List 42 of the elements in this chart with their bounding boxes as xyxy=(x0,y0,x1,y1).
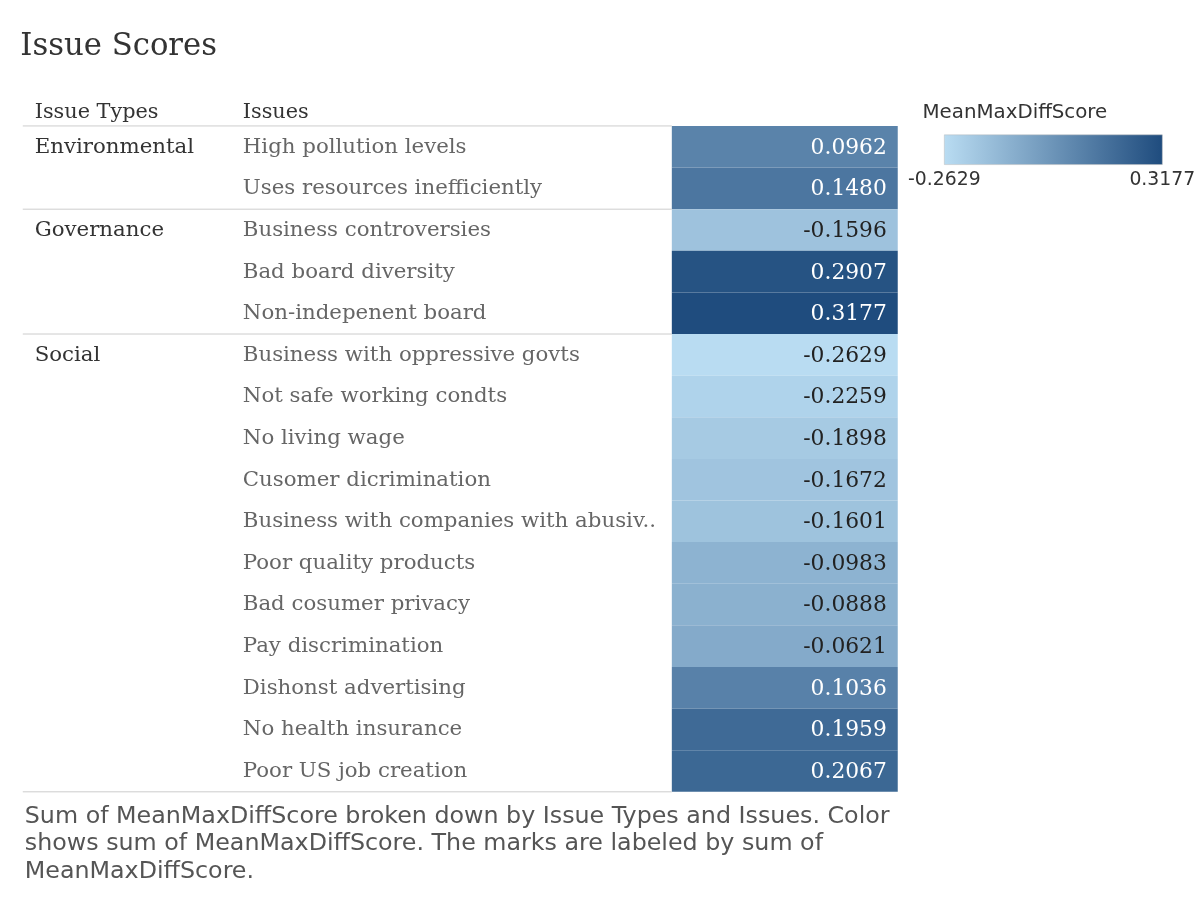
y-tick-label: Uses resources inefficiently xyxy=(242,174,543,200)
y-tick-label: Bad cosumer privacy xyxy=(242,590,470,616)
data-label: -0.1601 xyxy=(803,508,887,534)
y-tick-label: No living wage xyxy=(242,424,405,450)
data-label: -0.2629 xyxy=(803,341,887,367)
data-label: -0.0621 xyxy=(803,633,887,659)
data-label: 0.2067 xyxy=(810,757,887,783)
y-tick-label: Bad board diversity xyxy=(242,257,455,283)
y-tick-label: Business with oppressive govts xyxy=(242,340,580,366)
data-label: 0.1036 xyxy=(810,674,887,700)
color-bar-label: 0.3177 xyxy=(1129,168,1196,190)
y2-tick-label: Environmental xyxy=(34,132,195,158)
y-tick-label: Cusomer dicrimination xyxy=(242,465,492,491)
data-label: 0.3177 xyxy=(810,300,887,326)
data-label: 0.1959 xyxy=(810,716,887,742)
text: Sum of MeanMaxDiffScore broken down by Issue Types and Issues. Color shows sum of MeanMaxDiffScore. The marks are labeled by sum of MeanMaxDiffScore. xyxy=(24,800,890,885)
y-tick-label: Poor US job creation xyxy=(242,756,468,782)
y-tick-label: No health insurance xyxy=(242,715,463,741)
data-label: 0.0962 xyxy=(810,133,887,159)
y-tick-label: Pay discrimination xyxy=(242,632,444,658)
data-label: 0.1480 xyxy=(810,175,887,201)
data-label: -0.1596 xyxy=(803,216,887,242)
data-label: -0.2259 xyxy=(803,383,887,409)
y2-tick-label: Governance xyxy=(34,215,164,241)
y-tick-label: Dishonst advertising xyxy=(242,673,467,699)
y-tick-label: Non-indepenent board xyxy=(242,299,487,325)
text: Issue Types xyxy=(34,99,159,124)
text: Issue Scores xyxy=(20,25,217,62)
data-label: -0.0983 xyxy=(803,549,887,575)
y-tick-label: Not safe working condts xyxy=(242,382,508,408)
y-tick-label: Business controversies xyxy=(242,215,491,241)
data-label: -0.1898 xyxy=(803,425,887,450)
y2-tick-label: Social xyxy=(34,340,101,366)
y-tick-label: High pollution levels xyxy=(242,132,467,158)
color-bar-title: MeanMaxDiffScore xyxy=(922,100,1108,124)
y-axis-title: Issues xyxy=(242,99,309,124)
data-label: -0.0888 xyxy=(803,591,887,617)
y-tick-label: Business with companies with abusiv.. xyxy=(242,507,656,533)
y-tick-label: Poor quality products xyxy=(242,548,476,574)
data-label: -0.1672 xyxy=(803,466,887,492)
color-bar-label: -0.2629 xyxy=(908,168,981,190)
data-label: 0.2907 xyxy=(810,258,887,284)
